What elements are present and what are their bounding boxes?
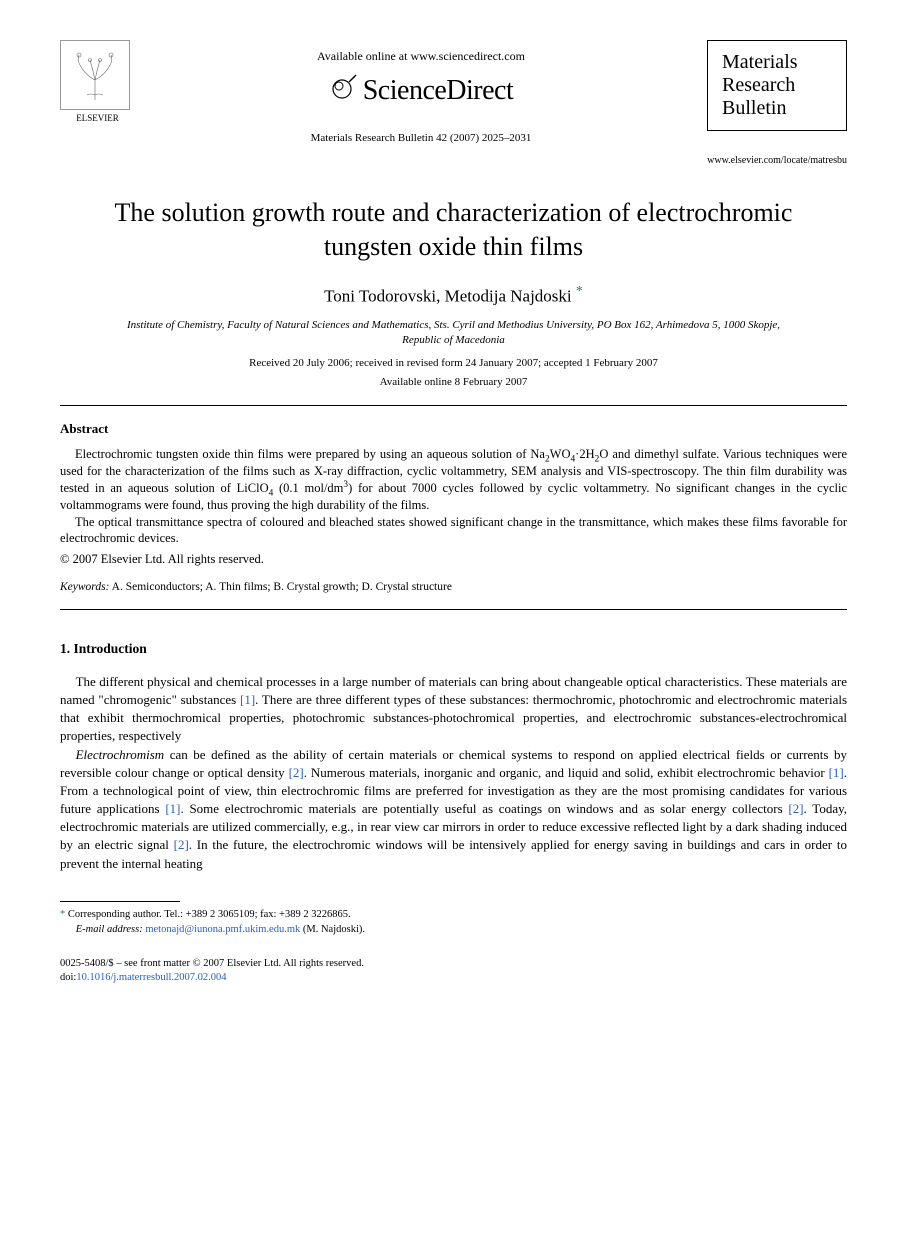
intro-p1: The different physical and chemical proc…	[60, 673, 847, 746]
ref-link-1b[interactable]: [1]	[829, 765, 844, 780]
intro-p2: Electrochromism can be defined as the ab…	[60, 746, 847, 873]
sciencedirect-logo: ScienceDirect	[135, 71, 707, 113]
ref-link-2a[interactable]: [2]	[289, 765, 304, 780]
doi-line: doi:10.1016/j.materresbull.2007.02.004	[60, 971, 847, 985]
abstract-p1: Electrochromic tungsten oxide thin films…	[60, 446, 847, 514]
rule-top	[60, 405, 847, 406]
elsevier-logo-block: ELSEVIER	[60, 40, 135, 125]
rule-bottom	[60, 609, 847, 610]
dates-received: Received 20 July 2006; received in revis…	[60, 356, 847, 371]
sciencedirect-icon	[329, 72, 359, 113]
journal-title: Materials Research Bulletin	[722, 51, 832, 120]
center-header: Available online at www.sciencedirect.co…	[135, 40, 707, 146]
elsevier-label: ELSEVIER	[60, 112, 135, 125]
journal-box-container: Materials Research Bulletin	[707, 40, 847, 131]
section-heading-intro: 1. Introduction	[60, 640, 847, 659]
citation-line: Materials Research Bulletin 42 (2007) 20…	[135, 131, 707, 146]
authors-text: Toni Todorovski, Metodija Najdoski	[324, 287, 572, 306]
affiliation: Institute of Chemistry, Faculty of Natur…	[110, 318, 797, 348]
abstract-heading: Abstract	[60, 420, 847, 438]
corresponding-star-icon[interactable]: *	[576, 284, 583, 299]
keywords-text: A. Semiconductors; A. Thin films; B. Cry…	[109, 581, 452, 593]
abstract-text: Electrochromic tungsten oxide thin films…	[60, 446, 847, 547]
sciencedirect-text: ScienceDirect	[363, 75, 514, 106]
corresponding-author: * Corresponding author. Tel.: +389 2 306…	[60, 908, 847, 923]
journal-box: Materials Research Bulletin	[707, 40, 847, 131]
available-online-text: Available online at www.sciencedirect.co…	[135, 48, 707, 65]
email-line: E-mail address: metonajd@iunona.pmf.ukim…	[60, 923, 847, 938]
keywords: Keywords: A. Semiconductors; A. Thin fil…	[60, 579, 847, 595]
abstract-block: Abstract Electrochromic tungsten oxide t…	[60, 420, 847, 595]
keywords-label: Keywords:	[60, 581, 109, 593]
ref-link-1c[interactable]: [1]	[165, 801, 180, 816]
issn-line: 0025-5408/$ – see front matter © 2007 El…	[60, 957, 847, 971]
abstract-p2: The optical transmittance spectra of col…	[60, 514, 847, 548]
header-row: ELSEVIER Available online at www.science…	[60, 40, 847, 146]
footnote-separator	[60, 901, 180, 902]
elsevier-tree-icon	[60, 40, 130, 110]
copyright: © 2007 Elsevier Ltd. All rights reserved…	[60, 551, 847, 569]
ref-link-2c[interactable]: [2]	[174, 837, 189, 852]
dates-available: Available online 8 February 2007	[60, 375, 847, 390]
doi-link[interactable]: 10.1016/j.materresbull.2007.02.004	[76, 972, 226, 983]
article-title: The solution growth route and characteri…	[100, 196, 807, 264]
journal-url[interactable]: www.elsevier.com/locate/matresbu	[60, 154, 847, 168]
email-link[interactable]: metonajd@iunona.pmf.ukim.edu.mk	[145, 924, 300, 935]
authors: Toni Todorovski, Metodija Najdoski *	[60, 282, 847, 308]
ref-link-2b[interactable]: [2]	[788, 801, 803, 816]
footnote-block: * Corresponding author. Tel.: +389 2 306…	[60, 908, 847, 937]
introduction-text: The different physical and chemical proc…	[60, 673, 847, 873]
ref-link-1[interactable]: [1]	[240, 692, 255, 707]
footer-block: 0025-5408/$ – see front matter © 2007 El…	[60, 957, 847, 985]
